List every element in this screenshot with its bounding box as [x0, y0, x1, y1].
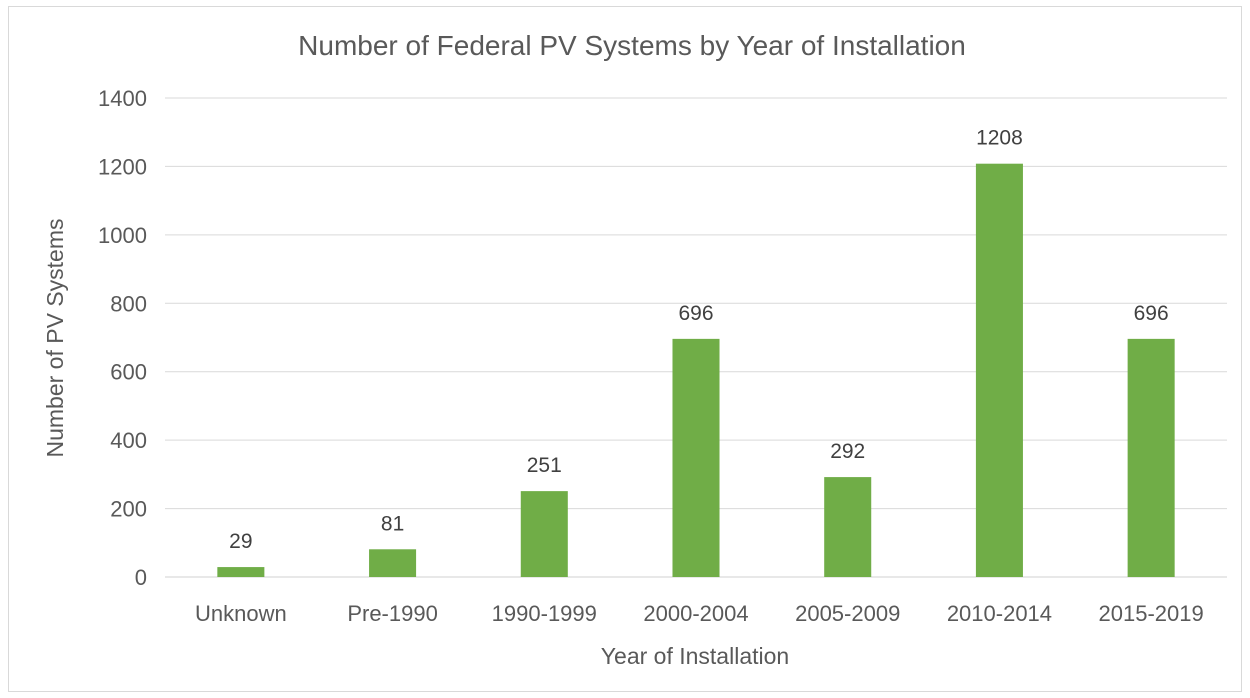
y-axis-ticks: 0 200 400 600 800 1000 1200 1400: [98, 86, 147, 590]
x-axis-label: Year of Installation: [601, 643, 789, 669]
bar-1990-1999: [520, 491, 568, 577]
x-tick-label: Pre-1990: [347, 601, 438, 626]
data-label: 696: [1134, 302, 1169, 325]
bars: [217, 163, 1175, 578]
x-tick-label: 1990-1999: [492, 601, 597, 626]
bar-2010-2014: [975, 163, 1023, 578]
y-tick-label: 400: [110, 428, 147, 453]
y-tick-label: 800: [110, 291, 147, 316]
y-tick-label: 1400: [98, 86, 147, 111]
data-label: 29: [229, 530, 252, 553]
y-tick-label: 1000: [98, 223, 147, 248]
grid-lines: [165, 97, 1227, 578]
data-label: 1208: [976, 127, 1023, 150]
bar-pre-1990: [369, 549, 417, 577]
y-tick-label: 0: [135, 565, 147, 590]
data-label: 251: [527, 454, 562, 477]
y-tick-label: 600: [110, 360, 147, 385]
x-tick-label: 2005-2009: [795, 601, 900, 626]
x-tick-label: 2010-2014: [947, 601, 1052, 626]
x-tick-label: 2015-2019: [1099, 601, 1204, 626]
data-labels: 29 81 251 696 292 1208 696: [229, 127, 1168, 553]
data-label: 696: [678, 302, 713, 325]
chart-frame: [8, 6, 1242, 692]
x-axis-ticks: Unknown Pre-1990 1990-1999 2000-2004 2005-20…: [195, 601, 1204, 626]
chart-title: Number of Federal PV Systems by Year of …: [298, 30, 966, 61]
bar-unknown: [217, 567, 265, 577]
data-label: 292: [830, 440, 865, 463]
y-axis-label: Number of PV Systems: [42, 218, 68, 457]
bar-2005-2009: [824, 477, 872, 577]
bar-2015-2019: [1127, 338, 1175, 577]
x-tick-label: Unknown: [195, 601, 287, 626]
y-tick-label: 1200: [98, 154, 147, 179]
x-tick-label: 2000-2004: [643, 601, 748, 626]
bar-2000-2004: [672, 338, 720, 577]
y-tick-label: 200: [110, 497, 147, 522]
data-label: 81: [381, 512, 404, 535]
